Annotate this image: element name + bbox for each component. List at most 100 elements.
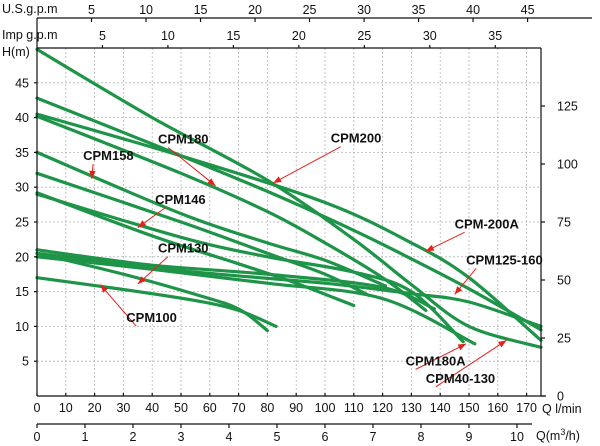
x-tick-label: 50 (174, 401, 188, 415)
curve-label: CPM146 (155, 192, 206, 207)
curve-label: CPM158 (83, 148, 134, 163)
x-tick-label: 40 (145, 401, 159, 415)
label-arrowhead (454, 286, 463, 295)
impgpm-tick-label: 20 (292, 29, 306, 43)
x-tick-label: 110 (344, 401, 364, 415)
m3h-tick-label: 7 (370, 430, 377, 444)
x-tick-label: 80 (260, 401, 274, 415)
label-arrowhead (100, 284, 109, 293)
label-leader-line (167, 146, 216, 187)
curve-label: CPM-200A (455, 216, 520, 231)
label-leader-line (99, 284, 137, 327)
label-arrowhead (425, 244, 435, 252)
x-tick-label: 90 (289, 401, 303, 415)
usgpm-tick-label: 5 (88, 3, 95, 17)
label-arrowhead (457, 343, 467, 351)
y-tick-label-left: 30 (15, 181, 29, 195)
x-axis-title: Q l/min (542, 402, 582, 416)
curve-cpm100-d (35, 248, 436, 311)
curve-label: CPM125-160 (466, 252, 543, 267)
y-tick-label-left: 45 (15, 76, 29, 90)
curve-labels: CPM180 CPM200 CPM158 CPM146 CPM-200A CPM130 CP… (83, 131, 543, 388)
curve-label: CPM130 (158, 241, 209, 256)
x-tick-label: 30 (116, 401, 130, 415)
pump-curves (35, 47, 543, 349)
usgpm-tick-label: 10 (139, 3, 153, 17)
curve-label: CPM40-130 (426, 371, 495, 386)
impgpm-tick-label: 10 (161, 29, 175, 43)
x-tick-label: 100 (315, 401, 336, 415)
label-arrowhead (207, 178, 216, 186)
label-leader-line (415, 343, 467, 370)
y-tick-label-left: 40 (15, 111, 29, 125)
label-arrowhead (137, 276, 146, 284)
usgpm-tick-label: 15 (194, 3, 208, 17)
x-tick-label: 150 (459, 401, 480, 415)
label-leader-line (435, 339, 507, 388)
m3h-tick-label: 9 (466, 430, 473, 444)
curve-cpm40-130 (35, 251, 543, 328)
usgpm-tick-label: 30 (357, 3, 371, 17)
usgpm-tick-label: 45 (521, 3, 535, 17)
m3h-tick-label: 4 (226, 430, 233, 444)
x-tick-label: 170 (516, 401, 537, 415)
usgpm-tick-label: 35 (412, 3, 426, 17)
label-arrowhead (137, 220, 147, 228)
y-tick-label-right: 25 (557, 332, 571, 346)
m3h-tick-label: 0 (34, 430, 41, 444)
m3h-tick-label: 6 (322, 430, 329, 444)
curve-cpm100-b (35, 276, 278, 328)
axes: 0 10 20 30 40 50 60 70 80 90 100 110 120 130 140 150 160… (15, 3, 592, 444)
m3h-tick-label: 5 (274, 430, 281, 444)
curve-cpm158 (35, 150, 388, 288)
m3h-tick-label: 2 (130, 430, 137, 444)
x-tick-label: 60 (203, 401, 217, 415)
y-tick-label-right: 100 (557, 158, 578, 172)
label-arrowhead (89, 170, 96, 179)
y-tick-label-left: 10 (15, 320, 29, 334)
y-tick-label-left: 25 (15, 216, 29, 230)
m3h-tick-label: 10 (510, 430, 524, 444)
m3h-axis-title: Q(m3/h) (536, 427, 580, 443)
m3h-tick-label: 3 (178, 430, 185, 444)
x-tick-label: 160 (487, 401, 508, 415)
curve-label: CPM180 (158, 131, 209, 146)
y-tick-label-left: 5 (22, 355, 29, 369)
impgpm-tick-label: 15 (226, 29, 240, 43)
impgpm-tick-label: 25 (357, 29, 371, 43)
usgpm-tick-label: 20 (248, 3, 262, 17)
y-tick-label-right: 0 (557, 390, 564, 404)
curve-cpm100-c (35, 255, 477, 346)
label-arrowhead (497, 340, 507, 348)
curve-cpm-200a (35, 96, 543, 332)
usgpm-tick-label: 40 (466, 3, 480, 17)
x-tick-label: 140 (430, 401, 451, 415)
y-tick-label-right: 75 (557, 216, 571, 230)
curve-label: CPM200 (331, 131, 382, 146)
usgpm-axis-title: U.S.g.p.m (2, 2, 58, 16)
y-tick-label-right: 50 (557, 274, 571, 288)
curve-label: CPM100 (126, 310, 177, 325)
y-tick-label-right: 125 (557, 100, 578, 114)
x-tick-label: 120 (372, 401, 393, 415)
x-tick-label: 70 (232, 401, 246, 415)
curve-cpm180a (35, 192, 465, 344)
y-tick-label-left: 15 (15, 285, 29, 299)
y-axis-title: H(m) (2, 45, 30, 59)
y-tick-label-left: 20 (15, 250, 29, 264)
m3h-tick-label: 1 (82, 430, 89, 444)
m3h-tick-label: 8 (418, 430, 425, 444)
x-tick-label: 10 (59, 401, 73, 415)
impgpm-axis-title: Imp g.p.m (2, 28, 58, 42)
label-arrowhead (273, 176, 282, 184)
usgpm-tick-label: 25 (303, 3, 317, 17)
label-leader-line (272, 146, 341, 184)
impgpm-tick-label: 30 (423, 29, 437, 43)
impgpm-tick-label: 35 (488, 29, 502, 43)
curve-cpm200 (35, 47, 543, 349)
curve-cpm146 (35, 171, 370, 297)
x-tick-label: 130 (401, 401, 422, 415)
x-tick-label: 20 (88, 401, 102, 415)
y-tick-label-left: 35 (15, 146, 29, 160)
